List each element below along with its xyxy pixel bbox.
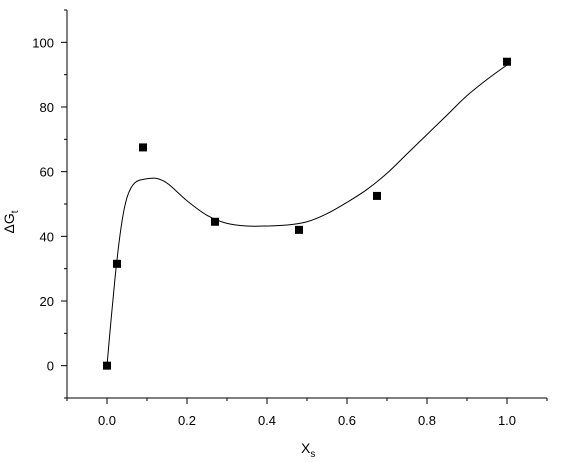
x-ticks: 0.0 0.2 0.4 0.6 0.8 1.0 xyxy=(66,398,548,428)
x-axis-title-sub: s xyxy=(310,449,315,460)
data-point xyxy=(103,361,111,370)
data-points xyxy=(103,57,511,370)
y-tick-label: 0 xyxy=(47,359,54,374)
y-ticks: 0 20 40 60 80 100 xyxy=(32,9,67,399)
x-axis-title-main: X xyxy=(301,440,311,456)
y-tick-label: 80 xyxy=(40,100,54,115)
x-tick-label: 1.0 xyxy=(498,413,516,428)
y-axis-title-sub: t xyxy=(10,210,21,213)
y-axis-title: ΔGt xyxy=(1,210,21,233)
x-tick-label: 0.0 xyxy=(98,413,116,428)
x-axis-title: Xs xyxy=(301,440,315,460)
y-tick-label: 20 xyxy=(40,294,54,309)
axes xyxy=(66,10,547,399)
y-axis-title-main: ΔG xyxy=(1,213,17,233)
data-point xyxy=(295,225,303,234)
data-point xyxy=(211,217,219,226)
x-tick-label: 0.6 xyxy=(338,413,356,428)
x-tick-label: 0.2 xyxy=(178,413,196,428)
data-point xyxy=(113,259,121,268)
y-tick-label: 60 xyxy=(40,165,54,180)
x-tick-label: 0.4 xyxy=(258,413,276,428)
data-point xyxy=(503,57,511,66)
fit-curve xyxy=(106,64,508,366)
data-point xyxy=(139,143,147,152)
data-point xyxy=(373,191,381,200)
y-tick-label: 40 xyxy=(40,229,54,244)
x-tick-label: 0.8 xyxy=(418,413,436,428)
y-tick-label: 100 xyxy=(32,35,54,50)
